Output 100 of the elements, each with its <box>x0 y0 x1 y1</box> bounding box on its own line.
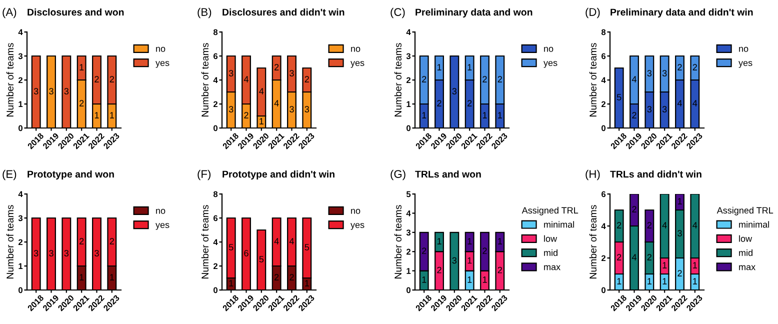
data-label: 3 <box>34 250 38 256</box>
data-label: 2 <box>274 64 279 70</box>
legend-label: no <box>351 208 360 214</box>
chart-title: Prototype and won <box>28 170 114 180</box>
text: (F) <box>198 170 210 180</box>
y-tick-label: 2 <box>213 101 218 108</box>
data-label: 2 <box>647 254 652 260</box>
data-label: 3 <box>304 106 310 112</box>
text: (D) <box>586 8 600 18</box>
chart-title: TRLs and didn't win <box>610 170 702 178</box>
data-label: 3 <box>64 250 69 256</box>
data-label: 2 <box>498 266 502 274</box>
data-label: 3 <box>662 106 667 112</box>
y-tick-label: 4 <box>406 210 411 216</box>
y-tick-label: 8 <box>213 191 218 198</box>
y-axis-title: Number of teams <box>201 43 208 116</box>
data-label: 2 <box>437 100 442 106</box>
legend-title: Assigned TRL <box>522 206 578 216</box>
data-label: 1 <box>498 238 502 244</box>
y-axis-title: Number of teams <box>6 205 14 278</box>
data-label: 1 <box>437 64 442 70</box>
data-label: 1 <box>662 262 667 268</box>
legend-label: yes <box>738 61 752 68</box>
legend-label: no <box>156 46 166 52</box>
y-tick-label: 8 <box>601 29 606 36</box>
data-label: 3 <box>647 106 652 112</box>
y-tick-label: 0 <box>214 287 218 294</box>
y-axis-title: Number of teams <box>6 43 14 116</box>
y-tick-label: 4 <box>213 239 218 246</box>
legend-label: minimal <box>544 221 574 228</box>
data-label: 4 <box>259 88 264 94</box>
y-axis-title: Number of teams <box>201 205 208 278</box>
y-tick-label: 1 <box>18 263 23 270</box>
y-tick-label: 3 <box>406 53 411 60</box>
y-axis-title: Number of teams <box>394 205 402 278</box>
legend-label: low <box>544 235 558 242</box>
y-tick-label: 2 <box>18 77 22 84</box>
y-tick-label: 4 <box>601 77 606 84</box>
data-label: 3 <box>94 250 99 256</box>
data-label: 3 <box>452 257 457 264</box>
data-label: 3 <box>34 88 38 94</box>
data-label: 3 <box>228 106 234 112</box>
y-tick-label: 4 <box>18 29 23 36</box>
legend-label: minimal <box>739 221 769 228</box>
data-label: 1 <box>693 278 697 284</box>
data-label: 2 <box>94 76 99 82</box>
y-axis-title: Number of teams <box>589 43 596 116</box>
legend-label: no <box>544 46 554 52</box>
data-label: 2 <box>678 64 682 70</box>
chart-title: TRLs and won <box>415 170 481 178</box>
data-label: 4 <box>244 76 249 82</box>
y-tick-label: 6 <box>214 215 218 222</box>
data-label: 3 <box>49 250 54 256</box>
data-label: 3 <box>64 88 69 94</box>
legend-label: yes <box>156 61 170 68</box>
chart-title: Preliminary data and won <box>416 8 532 18</box>
legend-label: no <box>351 46 360 52</box>
data-label: 4 <box>677 100 682 106</box>
data-label: 1 <box>229 280 234 286</box>
y-tick-label: 0 <box>406 287 410 294</box>
data-label: 1 <box>305 280 309 286</box>
data-label: 1 <box>80 274 84 280</box>
data-label: 1 <box>482 276 487 283</box>
data-label: 5 <box>228 244 234 250</box>
data-label: 4 <box>274 238 279 244</box>
data-label: 2 <box>304 76 309 82</box>
legend-label: low <box>739 235 752 242</box>
data-label: 1 <box>498 112 502 118</box>
data-label: 2 <box>422 76 426 82</box>
y-tick-label: 1 <box>18 101 23 108</box>
data-label: 1 <box>482 112 487 118</box>
data-label: 2 <box>692 64 697 70</box>
y-tick-label: 0 <box>18 125 22 132</box>
data-label: 2 <box>498 76 502 82</box>
data-label: 1 <box>94 112 99 118</box>
y-tick-label: 0 <box>602 287 606 294</box>
data-label: 4 <box>274 100 279 106</box>
y-tick-label: 4 <box>213 77 218 84</box>
legend-label: yes <box>156 223 170 230</box>
data-label: 3 <box>452 88 457 94</box>
y-tick-label: 6 <box>602 53 606 60</box>
legend-title: Assigned TRL <box>716 206 774 216</box>
data-label: 1 <box>468 276 472 283</box>
legend-label: mid <box>544 249 558 256</box>
data-label: 4 <box>289 238 294 244</box>
data-label: 1 <box>678 198 682 204</box>
y-tick-label: 2 <box>601 101 606 108</box>
data-label: 1 <box>468 64 472 70</box>
data-label: 1 <box>260 118 264 124</box>
data-label: 1 <box>422 112 426 118</box>
y-tick-label: 3 <box>18 53 23 60</box>
y-tick-label: 0 <box>602 125 606 132</box>
y-tick-label: 6 <box>214 53 218 60</box>
data-label: 2 <box>482 248 487 254</box>
data-label: 2 <box>617 254 622 260</box>
y-tick-label: 0 <box>406 125 410 132</box>
data-label: 6 <box>244 250 248 256</box>
data-label: 4 <box>632 76 637 82</box>
data-label: 1 <box>468 257 472 264</box>
data-label: 2 <box>468 100 472 106</box>
